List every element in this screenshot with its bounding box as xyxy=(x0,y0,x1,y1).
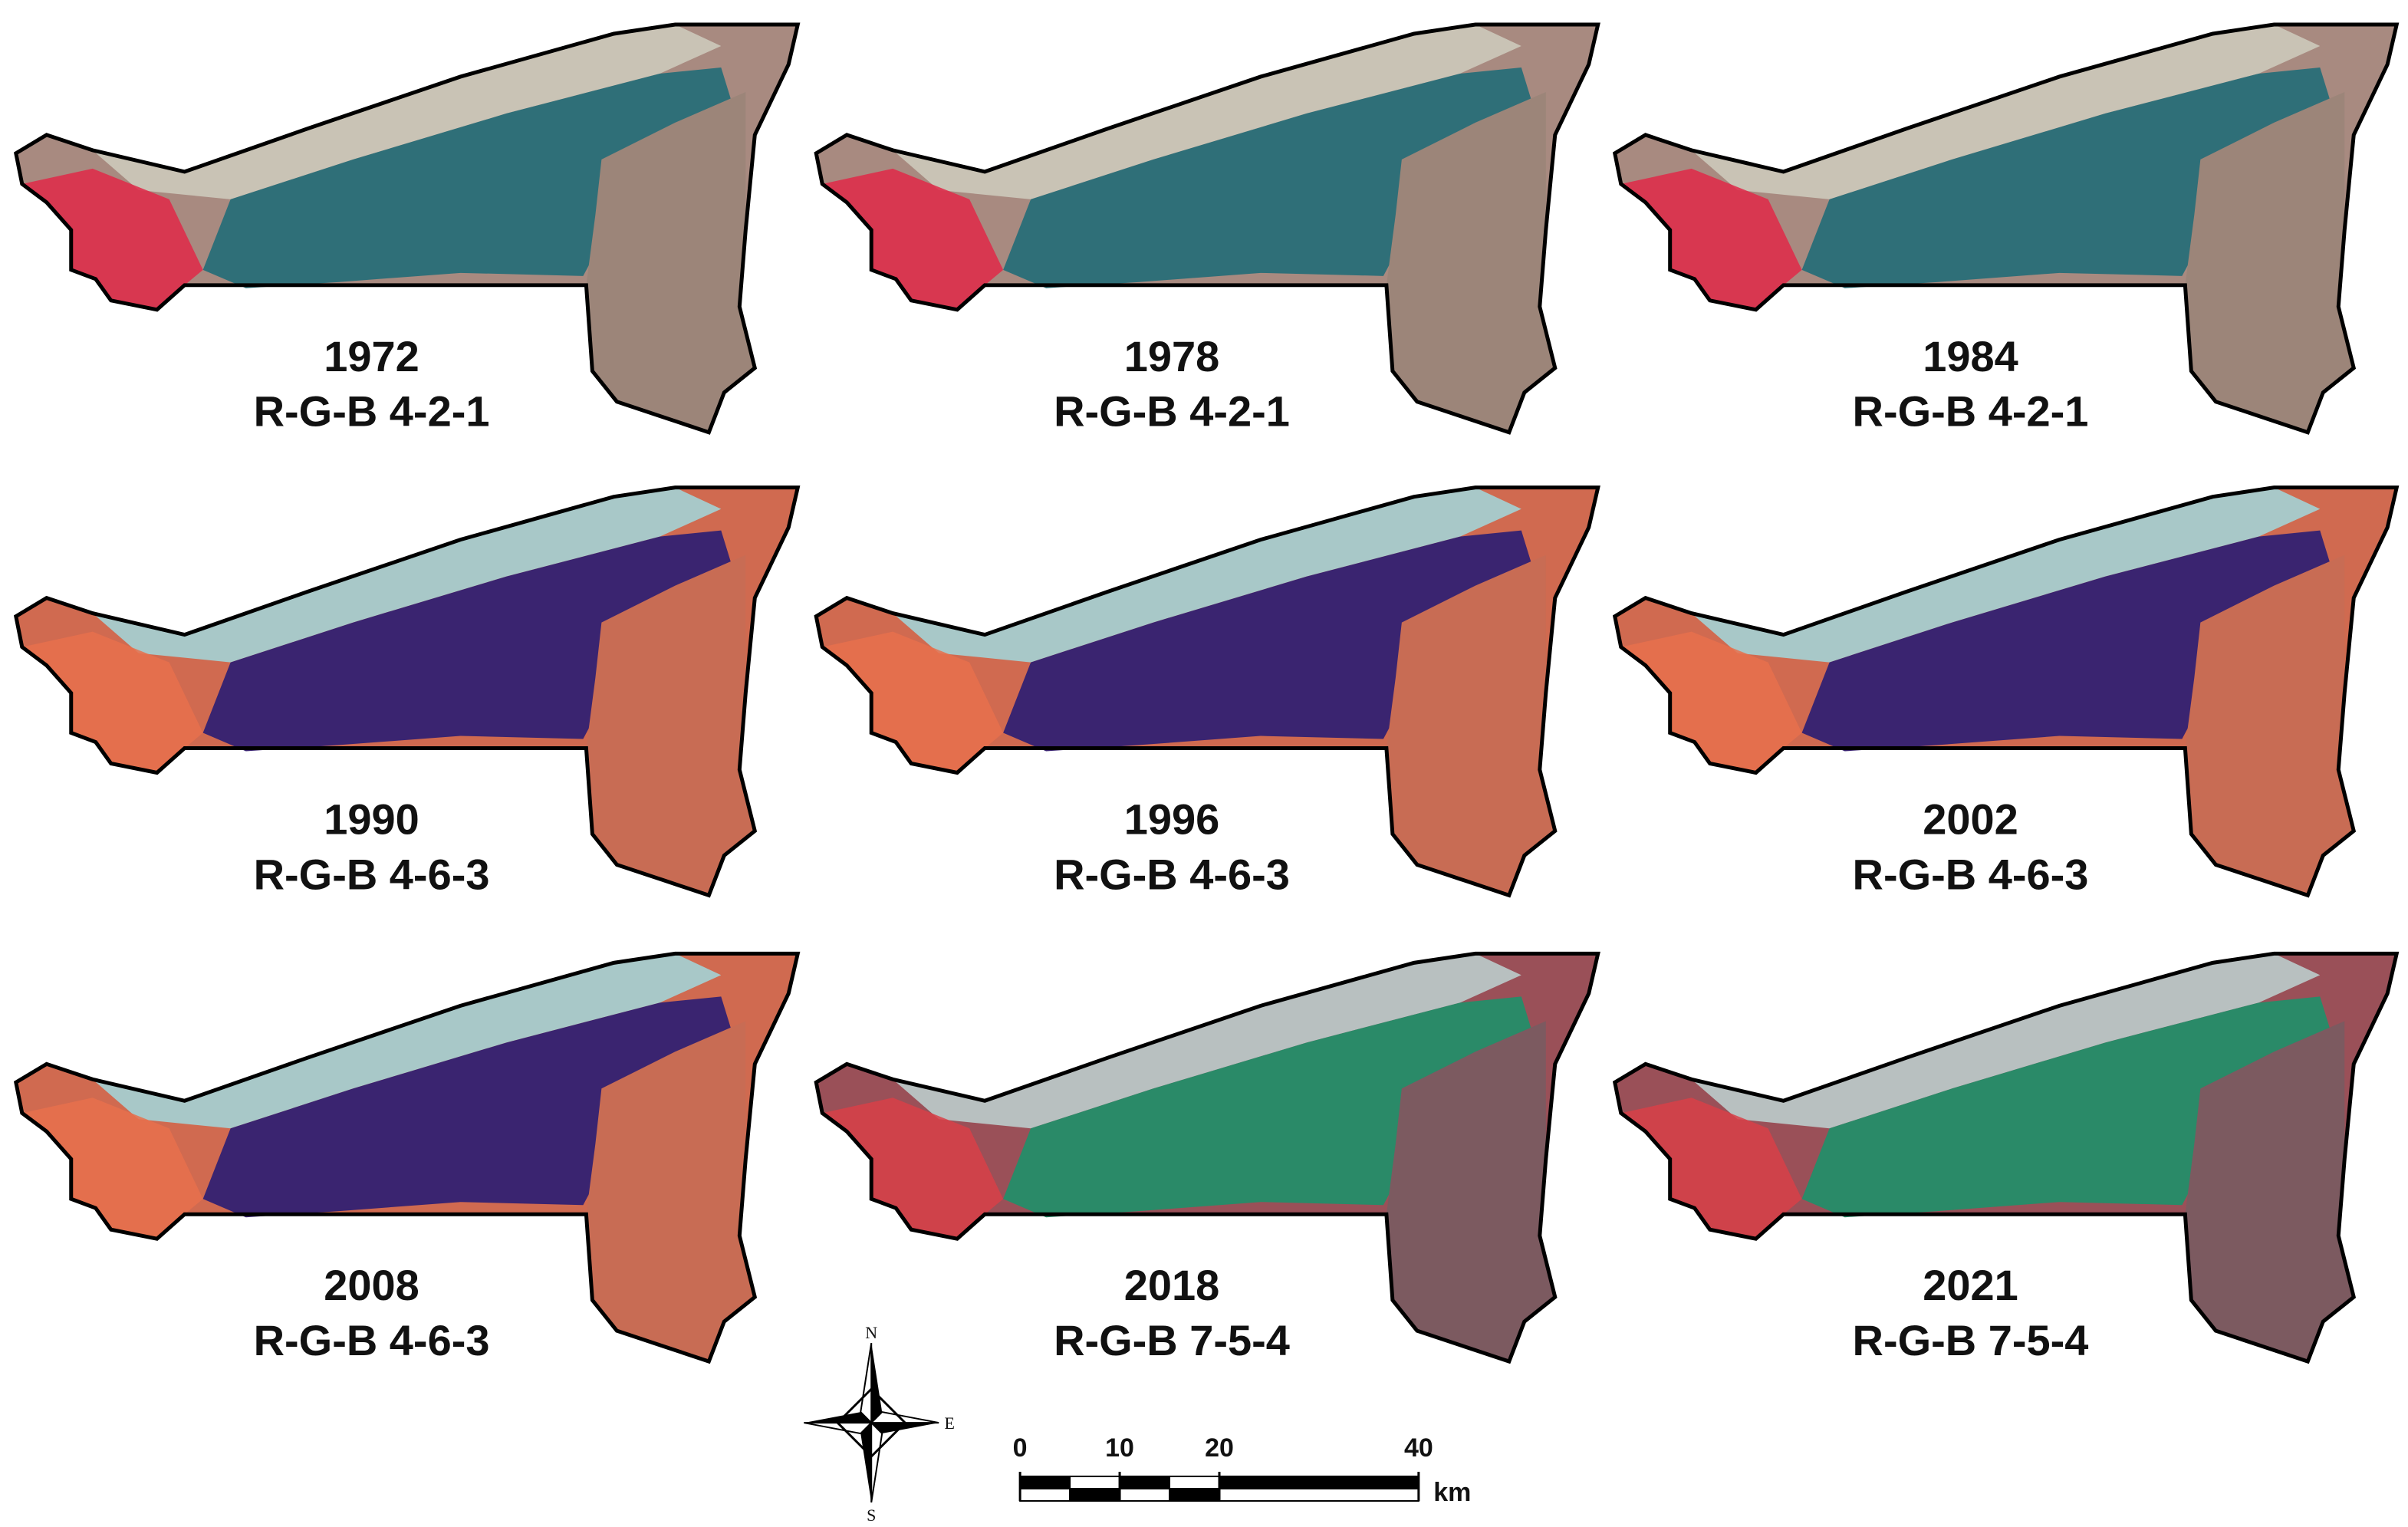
panel-bands: R-G-B 4-6-3 xyxy=(254,850,490,898)
panel-year: 1990 xyxy=(324,795,419,843)
map-panel: 1978 R-G-B 4-2-1 xyxy=(816,25,1597,436)
map-panel: 1972 R-G-B 4-2-1 xyxy=(16,25,798,436)
map-panel: 1990 R-G-B 4-6-3 xyxy=(16,488,798,898)
scale-segment xyxy=(1119,1476,1171,1490)
map-panel: 2021 R-G-B 7-5-4 xyxy=(1615,953,2396,1364)
scale-unit: km xyxy=(1433,1478,1471,1507)
scale-segment xyxy=(1218,1488,1419,1502)
scale-tick-label: 40 xyxy=(1404,1433,1433,1463)
compass: N E S xyxy=(804,1323,955,1525)
map-panel: 1996 R-G-B 4-6-3 xyxy=(816,488,1597,898)
scale-segment xyxy=(1218,1476,1419,1490)
scale-tick-label: 10 xyxy=(1105,1433,1134,1463)
panel-bands: R-G-B 7-5-4 xyxy=(1054,1316,1290,1364)
panel-year: 2018 xyxy=(1124,1261,1220,1309)
panel-bands: R-G-B 4-2-1 xyxy=(254,387,490,436)
map-panel: 2002 R-G-B 4-6-3 xyxy=(1615,488,2396,898)
panel-year: 2021 xyxy=(1923,1261,2018,1309)
scale-segment xyxy=(1069,1476,1121,1490)
compass-east: E xyxy=(944,1413,954,1433)
scale-tick-label: 0 xyxy=(1013,1433,1028,1463)
compass-north: N xyxy=(865,1323,877,1342)
scale-segment xyxy=(1019,1476,1071,1490)
panel-year: 1978 xyxy=(1124,332,1220,380)
panel-year: 2008 xyxy=(324,1261,419,1309)
scale-segment xyxy=(1169,1488,1220,1502)
map-panel: 1984 R-G-B 4-2-1 xyxy=(1615,25,2396,436)
map-panel: 2018 R-G-B 7-5-4 xyxy=(816,953,1597,1364)
panel-bands: R-G-B 4-2-1 xyxy=(1054,387,1290,436)
compass-south: S xyxy=(867,1506,876,1525)
scale-segment xyxy=(1069,1488,1121,1502)
map-panel: 2008 R-G-B 4-6-3 xyxy=(16,953,798,1364)
panel-year: 2002 xyxy=(1923,795,2018,843)
panel-bands: R-G-B 4-6-3 xyxy=(1853,850,2089,898)
scale-segment xyxy=(1119,1488,1171,1502)
scale-segment xyxy=(1019,1488,1071,1502)
panel-year: 1972 xyxy=(324,332,419,380)
scale-segment xyxy=(1169,1476,1220,1490)
panel-year: 1984 xyxy=(1923,332,2018,380)
panel-year: 1996 xyxy=(1124,795,1220,843)
panel-bands: R-G-B 4-2-1 xyxy=(1853,387,2089,436)
panel-bands: R-G-B 4-6-3 xyxy=(1054,850,1290,898)
panel-bands: R-G-B 4-6-3 xyxy=(254,1316,490,1364)
panel-bands: R-G-B 7-5-4 xyxy=(1853,1316,2089,1364)
scale-tick-label: 20 xyxy=(1205,1433,1234,1463)
